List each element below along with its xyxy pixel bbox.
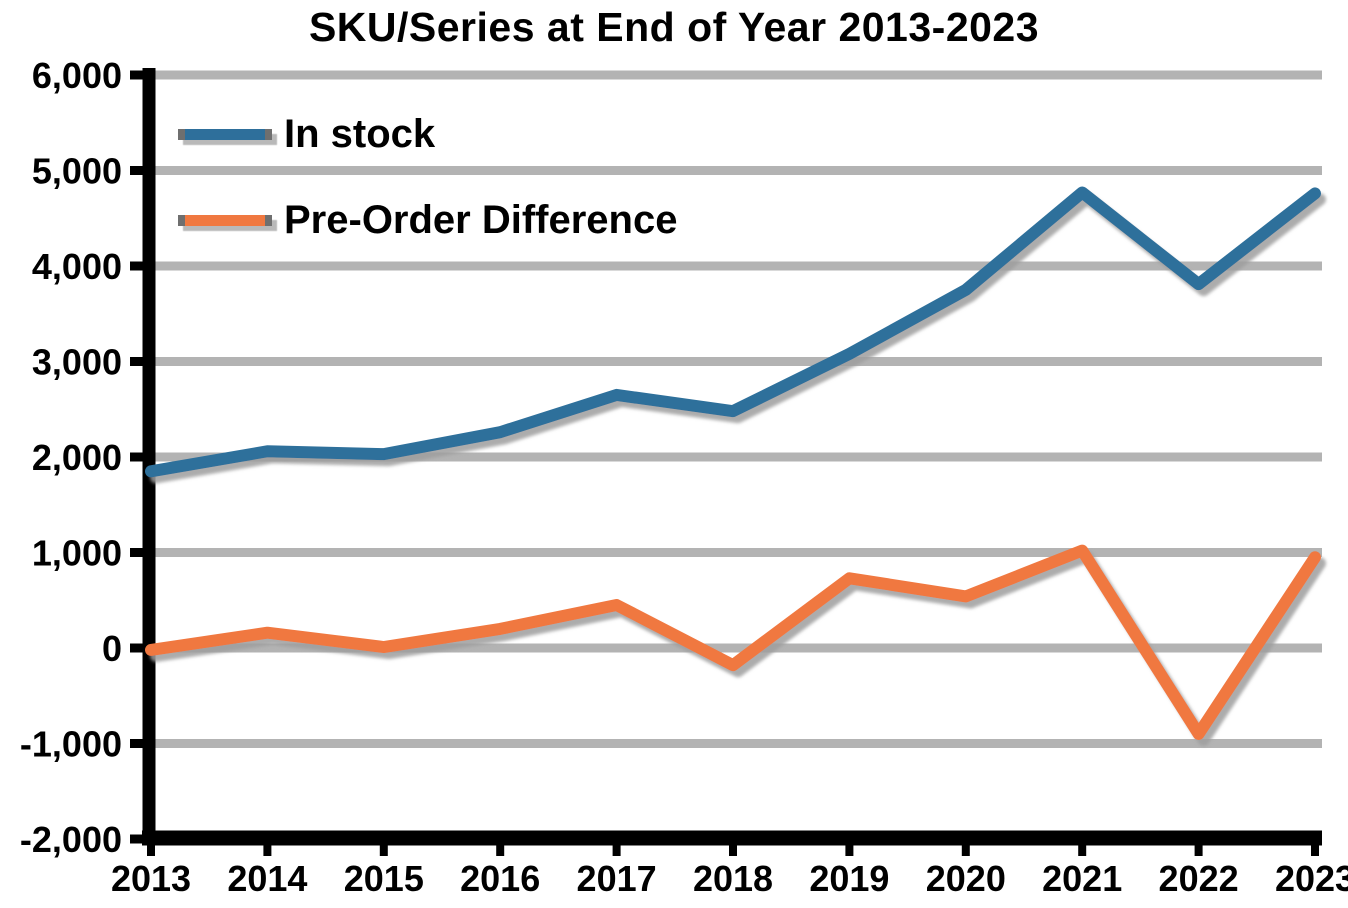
x-axis-label: 2015 — [344, 858, 424, 899]
legend-label-in-stock: In stock — [284, 111, 436, 156]
y-axis-label: 3,000 — [32, 342, 122, 383]
x-axis-label: 2019 — [809, 858, 889, 899]
y-axis-label: 2,000 — [32, 437, 122, 478]
legend: In stock Pre-Order Difference — [178, 108, 677, 280]
x-axis-label: 2021 — [1042, 858, 1122, 899]
y-axis-label: -2,000 — [20, 819, 122, 860]
x-axis-label: 2018 — [693, 858, 773, 899]
y-axis-label: 5,000 — [32, 151, 122, 192]
legend-swatch-pre-order-difference-icon — [178, 214, 272, 226]
x-axis-label: 2023 — [1275, 858, 1348, 899]
x-axis-label: 2014 — [227, 858, 307, 899]
x-axis-label: 2016 — [460, 858, 540, 899]
x-axis-label: 2013 — [111, 858, 191, 899]
y-axis-label: 6,000 — [32, 55, 122, 96]
x-axis-label: 2020 — [926, 858, 1006, 899]
chart-title: SKU/Series at End of Year 2013-2023 — [308, 4, 1040, 50]
y-axis-label: 1,000 — [32, 533, 122, 574]
legend-label-pre-order-difference: Pre-Order Difference — [284, 197, 678, 242]
x-axis-label: 2017 — [577, 858, 657, 899]
legend-swatch-in-stock-icon — [178, 128, 272, 140]
legend-item-pre-order-difference: Pre-Order Difference — [178, 194, 677, 246]
x-axis-label: 2022 — [1159, 858, 1239, 899]
y-axis-label: 4,000 — [32, 246, 122, 287]
y-axis-label: 0 — [102, 628, 122, 669]
legend-item-in-stock: In stock — [178, 108, 677, 160]
y-axis-label: -1,000 — [20, 724, 122, 765]
series-line-pre-order-difference — [145, 544, 1321, 740]
series-line-in-stock — [145, 186, 1321, 478]
